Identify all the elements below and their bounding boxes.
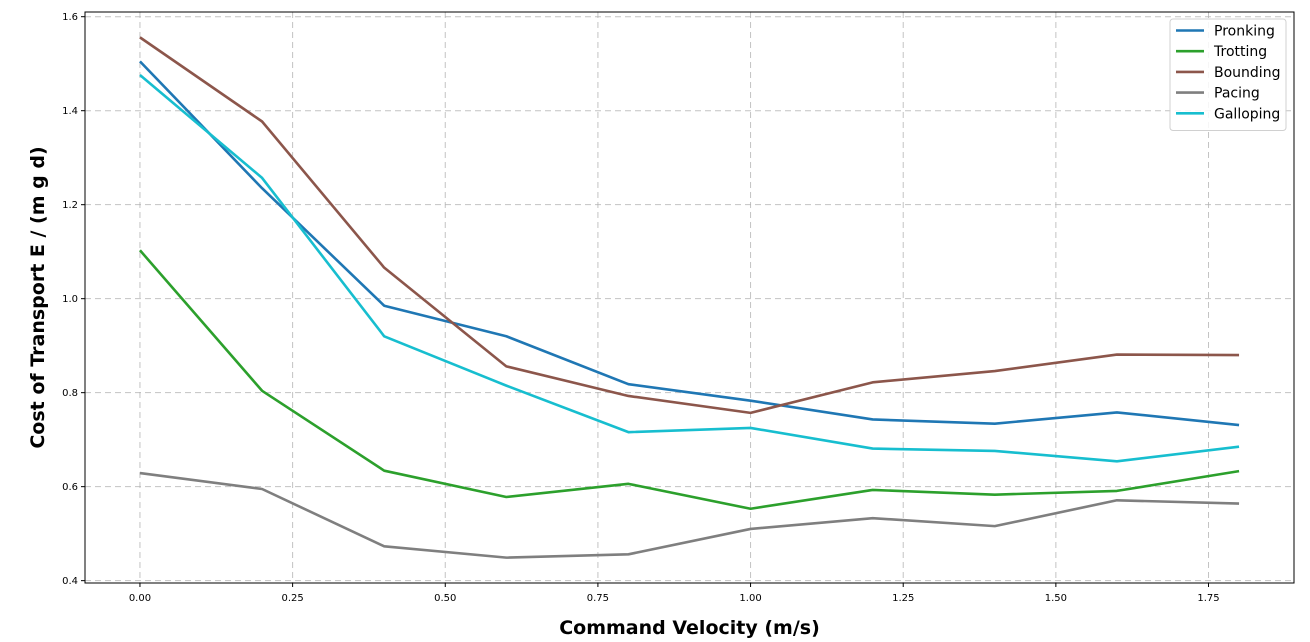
legend-label: Galloping	[1214, 106, 1280, 122]
plot-frame	[84, 11, 1295, 584]
legend-box	[1169, 18, 1287, 131]
x-tick-label: 1.75	[1197, 593, 1219, 604]
legend-label: Bounding	[1214, 65, 1280, 81]
y-axis-ticks: 0.4 0.6 0.8 1.0 1.2 1.4 1.6	[62, 12, 85, 587]
x-tick-label: 1.25	[892, 593, 914, 604]
series-line-pronking	[139, 60, 1240, 427]
x-tick-label: 1.50	[1045, 593, 1067, 604]
x-tick-label: 0.00	[129, 593, 151, 604]
series-line-galloping	[139, 73, 1240, 463]
y-tick-label: 1.0	[62, 294, 78, 305]
y-tick-label: 1.6	[62, 12, 78, 23]
y-tick-label: 0.4	[62, 576, 78, 587]
legend-label: Pronking	[1214, 24, 1275, 40]
series-line-trotting	[138, 249, 1240, 511]
x-tick-label: 0.25	[281, 593, 303, 604]
legend-label: Pacing	[1214, 86, 1260, 102]
y-axis-title: Cost of Transport E / (m g d)	[27, 146, 49, 448]
series-lines	[138, 36, 1240, 559]
legend-label: Trotting	[1213, 44, 1267, 60]
series-line-pacing	[139, 471, 1240, 559]
series-line-bounding	[139, 36, 1240, 415]
y-tick-label: 1.4	[62, 106, 78, 117]
y-tick-label: 0.6	[62, 482, 78, 493]
x-axis-title: Command Velocity (m/s)	[559, 617, 820, 639]
x-tick-label: 0.75	[587, 593, 609, 604]
x-tick-label: 0.50	[434, 593, 456, 604]
y-tick-label: 1.2	[62, 200, 78, 211]
x-tick-label: 1.00	[739, 593, 761, 604]
x-axis-ticks: 0.00 0.25 0.50 0.75 1.00 1.25 1.50 1.75	[129, 583, 1220, 604]
legend: Pronking Trotting Bounding Pacing Galloping	[1169, 18, 1287, 131]
y-tick-label: 0.8	[62, 388, 78, 399]
